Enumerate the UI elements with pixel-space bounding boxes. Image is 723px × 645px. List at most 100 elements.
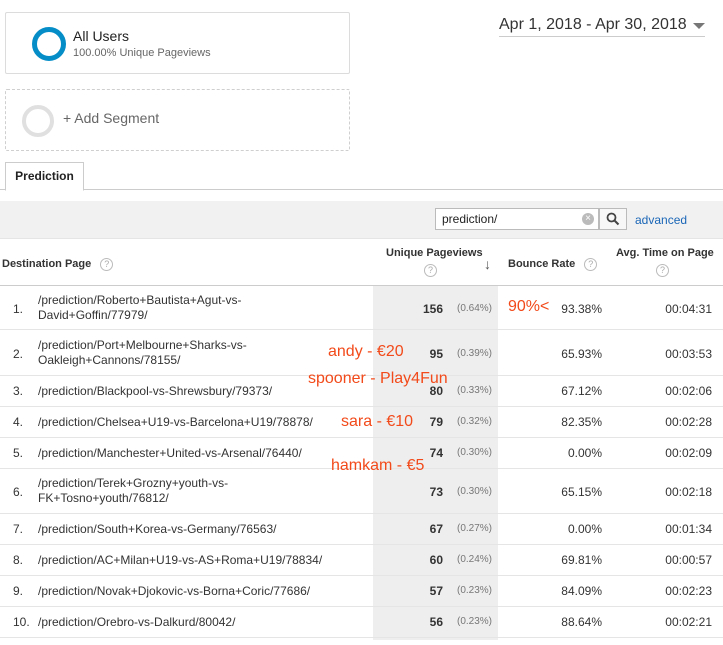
date-range-picker[interactable]: Apr 1, 2018 - Apr 30, 2018 [499,16,705,37]
avg-time-value: 00:01:34 [665,522,712,536]
unique-pageviews-percent: (0.30%) [456,486,492,497]
annotation-note: spooner - Play4Fun [308,370,448,387]
destination-page-link[interactable]: /prediction/Roberto+Bautista+Agut-vs-Dav… [38,293,242,322]
unique-pageviews-value: 67 [429,522,443,536]
destination-page-link[interactable]: /prediction/Terek+Grozny+youth-vs-FK+Tos… [38,476,229,505]
bounce-rate-value: 88.64% [561,615,602,629]
help-icon[interactable]: ? [100,258,114,271]
segment-title: All Users [73,28,130,44]
destination-page-link[interactable]: /prediction/AC+Milan+U19-vs-AS+Roma+U19/… [38,553,323,567]
table-row: 7. /prediction/South+Korea-vs-Germany/76… [0,514,723,545]
header-unique-pageviews[interactable]: Unique Pageviews [386,247,483,259]
bounce-rate-value: 0.00% [567,446,602,460]
header-avg-time[interactable]: Avg. Time on Page [616,247,714,259]
destination-page-link[interactable]: /prediction/Chelsea+U19-vs-Barcelona+U19… [38,415,313,429]
destination-page-link[interactable]: /prediction/Orebro-vs-Dalkurd/80042/ [38,615,236,629]
unique-pageviews-percent: (0.32%) [456,416,492,427]
row-number: 9. [13,584,24,598]
date-range-label: Apr 1, 2018 - Apr 30, 2018 [499,16,687,33]
destination-page-link[interactable]: /prediction/Novak+Djokovic-vs-Borna+Cori… [38,584,311,598]
header-avg-time-label: Avg. Time on Page [616,247,714,259]
sorted-column-highlight [373,286,498,640]
avg-time-value: 00:02:09 [665,446,712,460]
table-row: 6. /prediction/Terek+Grozny+youth-vs-FK+… [0,469,723,514]
empty-segment-ring-icon [22,105,54,137]
bounce-rate-value: 65.15% [561,485,602,499]
advanced-filter-link[interactable]: advanced [635,213,688,227]
avg-time-value: 00:02:21 [665,615,712,629]
bounce-rate-value: 93.38% [561,302,602,316]
table-header: Destination Page ? Unique Pageviews ? ↓ … [0,238,723,286]
unique-pageviews-percent: (0.23%) [456,585,492,596]
row-number: 6. [13,485,24,499]
help-icon[interactable]: ? [584,258,598,271]
unique-pageviews-value: 60 [429,553,443,567]
unique-pageviews-percent: (0.23%) [456,616,492,627]
annotation-note: hamkam - €5 [331,457,425,474]
add-segment-label: + Add Segment [63,110,160,126]
add-segment-button[interactable]: + Add Segment [5,89,350,151]
bounce-rate-value: 84.09% [561,584,602,598]
avg-time-value: 00:02:28 [665,415,712,429]
segment-card-all-users[interactable]: All Users 100.00% Unique Pageviews [5,12,350,74]
header-destination-label: Destination Page [2,258,92,270]
annotation-note: 90%< [508,298,550,315]
segment-donut-icon [32,27,66,61]
tab-prediction[interactable]: Prediction [5,162,84,191]
help-icon[interactable]: ? [424,264,437,277]
row-number: 3. [13,384,24,398]
clear-filter-icon[interactable]: × [582,213,594,225]
unique-pageviews-value: 56 [429,615,443,629]
unique-pageviews-percent: (0.30%) [456,447,492,458]
table-row: 3. /prediction/Blackpool-vs-Shrewsbury/7… [0,376,723,407]
row-number: 4. [13,415,24,429]
destination-page-link[interactable]: /prediction/Manchester+United-vs-Arsenal… [38,446,302,460]
help-icon[interactable]: ? [656,264,669,277]
table-row: 8. /prediction/AC+Milan+U19-vs-AS+Roma+U… [0,545,723,576]
destination-page-link[interactable]: /prediction/Port+Melbourne+Sharks-vs-Oak… [38,338,247,367]
unique-pageviews-percent: (0.64%) [456,303,492,314]
unique-pageviews-value: 79 [429,415,443,429]
annotation-note: sara - €10 [341,413,414,430]
bounce-rate-value: 69.81% [561,553,602,567]
filter-value: prediction/ [442,212,498,226]
unique-pageviews-value: 73 [429,485,443,499]
unique-pageviews-value: 80 [429,384,443,398]
avg-time-value: 00:02:06 [665,384,712,398]
annotation-note: andy - €20 [328,343,404,360]
unique-pageviews-value: 156 [422,302,443,316]
chevron-down-icon [693,23,705,29]
bounce-rate-value: 82.35% [561,415,602,429]
sort-descending-icon[interactable]: ↓ [484,256,491,272]
table-row: 9. /prediction/Novak+Djokovic-vs-Borna+C… [0,576,723,607]
table-filter-input[interactable]: prediction/ × [435,208,599,230]
header-bounce-rate[interactable]: Bounce Rate ? [508,258,598,271]
header-unique-pageviews-label: Unique Pageviews [386,247,483,259]
unique-pageviews-value: 95 [429,347,443,361]
unique-pageviews-value: 74 [429,446,443,460]
header-bounce-rate-label: Bounce Rate [508,258,576,270]
row-number: 8. [13,553,24,567]
unique-pageviews-percent: (0.27%) [456,523,492,534]
avg-time-value: 00:02:18 [665,485,712,499]
row-number: 2. [13,347,24,361]
tab-bar: Prediction [0,160,723,191]
search-button[interactable] [599,208,627,230]
unique-pageviews-percent: (0.24%) [456,554,492,565]
table-row: 5. /prediction/Manchester+United-vs-Arse… [0,438,723,469]
search-icon [606,212,620,226]
table-row: 4. /prediction/Chelsea+U19-vs-Barcelona+… [0,407,723,438]
filter-bar: prediction/ × advanced [0,201,723,238]
destination-page-link[interactable]: /prediction/Blackpool-vs-Shrewsbury/7937… [38,384,273,398]
row-number: 7. [13,522,24,536]
avg-time-value: 00:00:57 [665,553,712,567]
table-row: 10. /prediction/Orebro-vs-Dalkurd/80042/… [0,607,723,638]
segment-subtitle: 100.00% Unique Pageviews [73,47,211,59]
header-destination-page[interactable]: Destination Page ? [2,258,114,271]
avg-time-value: 00:04:31 [665,302,712,316]
table-row: 1. /prediction/Roberto+Bautista+Agut-vs-… [0,286,723,330]
row-number: 1. [13,302,24,316]
unique-pageviews-value: 57 [429,584,443,598]
bounce-rate-value: 67.12% [561,384,602,398]
destination-page-link[interactable]: /prediction/South+Korea-vs-Germany/76563… [38,522,277,536]
